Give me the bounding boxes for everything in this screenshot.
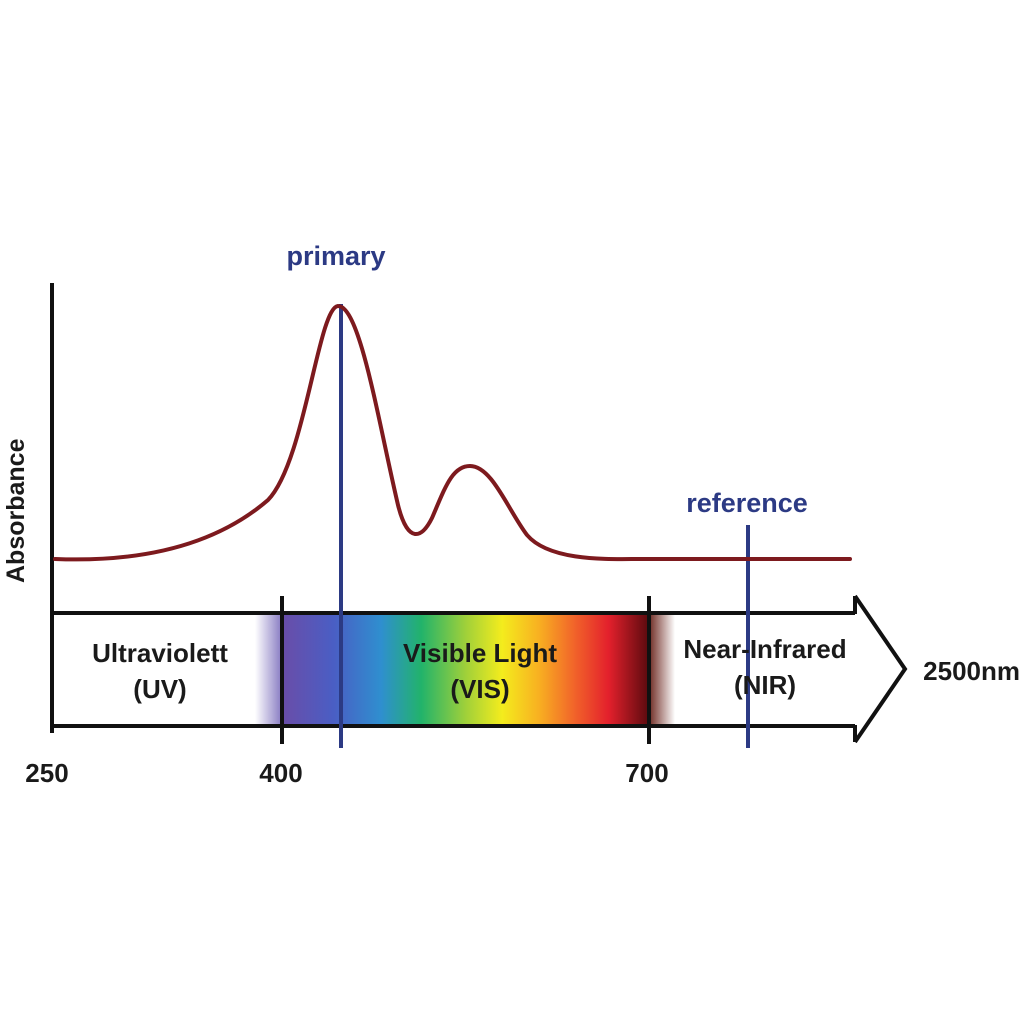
uv-fade: [255, 614, 281, 726]
tick-label-400: 400: [259, 758, 302, 788]
nir-band-sublabel: (NIR): [734, 670, 796, 700]
spectrum-band-arrow: [52, 594, 908, 744]
vis-band-label: Visible Light: [403, 638, 557, 668]
reference-marker-label: reference: [686, 488, 808, 518]
y-axis-label: Absorbance: [2, 438, 30, 583]
nir-band-label: Near-Infrared: [683, 634, 846, 664]
primary-marker-label: primary: [286, 241, 385, 271]
tick-label-250: 250: [25, 758, 68, 788]
nir-fade: [649, 614, 675, 726]
uv-band-label: Ultraviolett: [92, 638, 228, 668]
axis-end-label: 2500nm: [923, 656, 1020, 686]
absorbance-curve: [53, 304, 852, 562]
vis-band-sublabel: (VIS): [450, 674, 509, 704]
arrow-head: [853, 594, 908, 744]
visible-gradient: [282, 614, 649, 726]
uv-band-sublabel: (UV): [133, 674, 186, 704]
tick-label-700: 700: [625, 758, 668, 788]
